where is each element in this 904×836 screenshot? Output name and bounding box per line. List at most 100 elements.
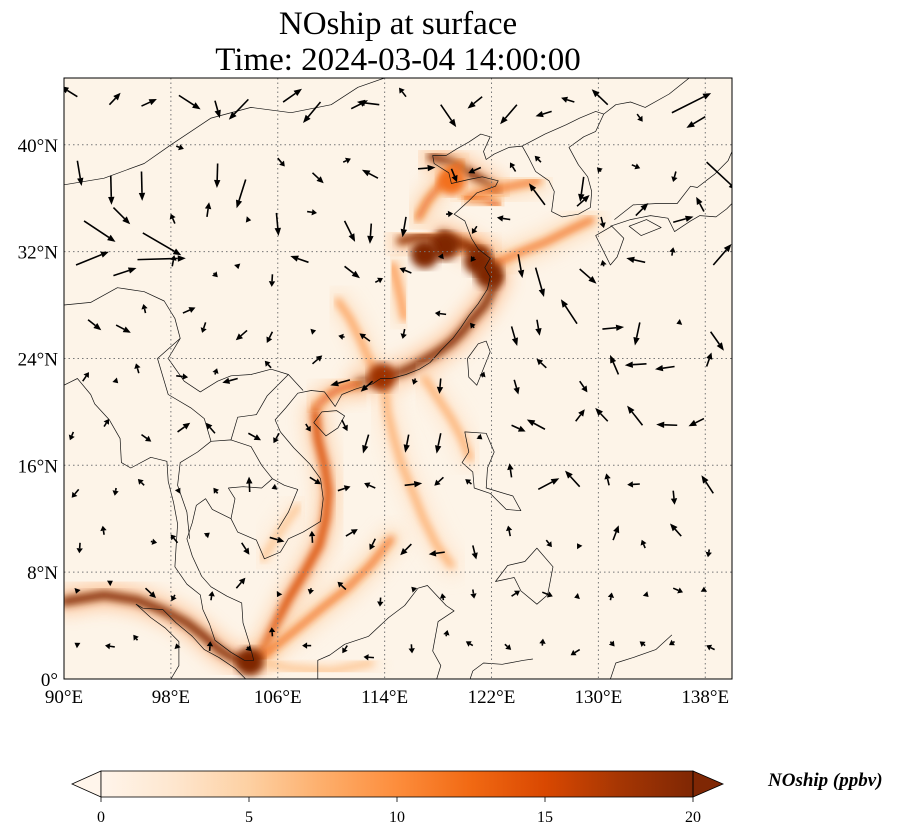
wind-arrow — [138, 171, 146, 201]
wind-arrow — [75, 251, 109, 266]
wind-arrow — [337, 485, 351, 492]
wind-arrow — [112, 487, 119, 496]
wind-arrow — [534, 267, 545, 297]
longitude-tick-label: 106°E — [254, 687, 302, 708]
longitude-tick-label: 138°E — [681, 687, 729, 708]
wind-arrow — [627, 481, 640, 488]
wind-arrow — [624, 361, 647, 368]
wind-arrow — [338, 333, 345, 340]
coastline — [495, 547, 554, 605]
wind-arrow — [450, 168, 458, 183]
wind-arrow — [68, 431, 75, 441]
wind-arrow — [705, 352, 713, 367]
wind-arrow — [141, 99, 157, 107]
wind-arrow — [247, 432, 261, 441]
wind-arrow — [222, 377, 238, 384]
coastlines — [64, 78, 732, 679]
latitude-tick-label: 40°N — [18, 136, 59, 157]
wind-arrow — [277, 157, 285, 167]
wind-arrow — [670, 490, 678, 505]
wind-arrow — [399, 87, 407, 98]
colorbar-tick-label: 15 — [537, 809, 553, 826]
wind-arrow — [411, 378, 418, 385]
wind-arrow — [235, 329, 248, 341]
wind-arrow — [535, 110, 552, 118]
wind-arrow — [228, 98, 249, 120]
coastline — [595, 225, 625, 266]
wind-arrow — [345, 529, 358, 537]
coastline — [628, 219, 662, 236]
wind-arrow — [610, 354, 620, 375]
wind-arrow — [71, 488, 80, 498]
wind-arrow — [470, 589, 477, 599]
wind-arrow — [596, 167, 603, 174]
wind-arrow — [640, 539, 647, 549]
wind-arrow — [364, 482, 376, 489]
wind-arrow — [669, 639, 675, 646]
wind-arrow — [671, 93, 712, 114]
wind-arrow — [309, 476, 321, 485]
wind-arrow — [234, 263, 241, 270]
coastline — [614, 151, 732, 220]
wind-arrow — [709, 331, 724, 351]
colorbar: 0 5 10 15 20 — [71, 770, 725, 826]
wind-arrow — [507, 463, 514, 478]
coastline — [228, 478, 273, 489]
wind-arrow — [706, 161, 732, 189]
wind-arrow — [150, 538, 158, 545]
coastline — [313, 410, 345, 437]
wind-arrow — [113, 267, 137, 277]
wind-arrow — [612, 525, 620, 541]
wind-arrow — [170, 255, 177, 267]
wind-arrow — [87, 319, 102, 331]
coastline — [135, 603, 246, 679]
wind-arrow — [214, 163, 221, 188]
wind-arrow — [604, 473, 611, 486]
wind-arrow — [528, 183, 546, 206]
wind-arrow — [303, 101, 322, 123]
wind-arrow — [246, 476, 253, 493]
wind-arrow — [134, 363, 141, 374]
wind-arrow — [107, 580, 113, 587]
wind-arrow — [268, 627, 276, 637]
wind-arrow — [574, 593, 580, 600]
gridlines — [64, 78, 732, 679]
wind-arrow — [599, 216, 606, 229]
wind-arrow — [465, 479, 472, 485]
wind-arrow — [108, 92, 121, 106]
wind-arrow — [269, 536, 285, 543]
wind-arrow — [76, 160, 84, 186]
shipping-lane — [389, 262, 408, 322]
wind-arrow — [307, 209, 317, 216]
wind-arrow — [434, 310, 447, 317]
wind-arrow — [178, 94, 201, 110]
wind-arrow — [560, 299, 578, 325]
wind-arrow — [203, 532, 210, 539]
wind-arrow — [205, 422, 216, 434]
colorbar-ticks: 0 5 10 15 20 — [97, 797, 701, 826]
coastline — [461, 431, 522, 512]
coastline — [522, 111, 604, 147]
wind-arrow — [115, 324, 131, 333]
wind-arrow — [133, 634, 139, 641]
wind-arrow — [176, 373, 189, 380]
wind-arrow — [669, 247, 676, 256]
wind-arrow — [214, 100, 221, 119]
coastline — [610, 634, 673, 679]
wind-arrow — [142, 232, 182, 256]
wind-arrow — [535, 319, 542, 336]
wind-arrow — [377, 597, 384, 607]
wind-arrow — [171, 594, 177, 602]
wind-arrow — [175, 144, 184, 151]
coastline — [467, 340, 491, 386]
wind-arrow — [400, 543, 412, 556]
wind-arrow — [712, 244, 732, 266]
wind-arrow — [434, 476, 444, 486]
wind-arrow — [342, 157, 351, 164]
wind-arrow — [578, 176, 585, 202]
wind-arrow — [236, 179, 247, 209]
wind-arrow — [417, 164, 436, 172]
wind-arrow — [443, 630, 450, 637]
wind-arrow — [307, 588, 314, 595]
wind-arrow — [602, 324, 625, 331]
